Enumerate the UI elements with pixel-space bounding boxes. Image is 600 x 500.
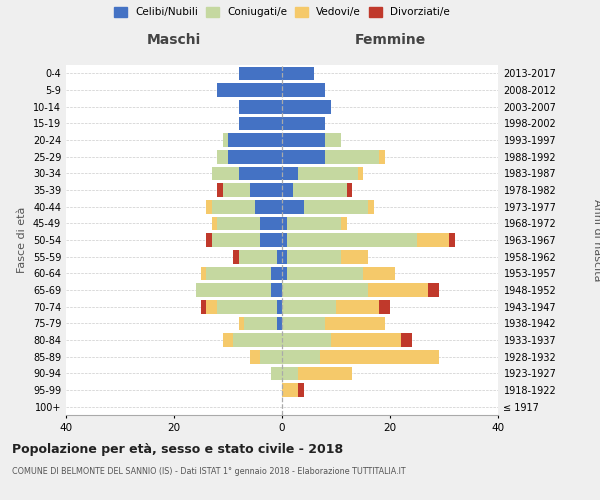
Bar xyxy=(282,283,368,297)
Bar xyxy=(325,150,379,164)
Bar xyxy=(449,233,455,247)
Bar xyxy=(417,233,449,247)
Bar xyxy=(379,150,385,164)
Bar xyxy=(228,133,282,147)
Bar xyxy=(401,333,412,347)
Bar xyxy=(282,300,336,314)
Bar xyxy=(217,300,277,314)
Bar xyxy=(287,250,341,264)
Bar xyxy=(196,283,271,297)
Bar xyxy=(287,233,417,247)
Bar xyxy=(325,133,341,147)
Bar xyxy=(250,183,282,197)
Bar xyxy=(282,183,293,197)
Bar xyxy=(217,216,260,230)
Bar xyxy=(287,266,363,280)
Bar xyxy=(223,183,250,197)
Bar xyxy=(217,150,228,164)
Bar xyxy=(282,383,298,397)
Bar xyxy=(217,83,282,97)
Bar xyxy=(212,166,239,180)
Bar xyxy=(282,66,314,80)
Bar xyxy=(282,316,325,330)
Bar xyxy=(239,66,282,80)
Bar xyxy=(282,116,325,130)
Bar xyxy=(244,316,277,330)
Text: Femmine: Femmine xyxy=(355,34,425,48)
Bar xyxy=(282,333,331,347)
Bar xyxy=(282,83,325,97)
Bar xyxy=(277,316,282,330)
Bar xyxy=(341,250,368,264)
Bar xyxy=(287,216,341,230)
Bar xyxy=(239,100,282,114)
Bar xyxy=(260,216,282,230)
Bar xyxy=(277,300,282,314)
Bar xyxy=(233,333,282,347)
Bar xyxy=(223,333,233,347)
Bar xyxy=(358,166,363,180)
Bar xyxy=(428,283,439,297)
Bar xyxy=(325,316,385,330)
Bar xyxy=(298,166,358,180)
Bar xyxy=(277,250,282,264)
Bar xyxy=(282,233,287,247)
Bar xyxy=(282,200,304,213)
Bar xyxy=(331,333,401,347)
Bar xyxy=(239,316,244,330)
Bar xyxy=(212,233,260,247)
Bar xyxy=(293,183,347,197)
Bar xyxy=(260,350,282,364)
Bar xyxy=(282,366,298,380)
Bar xyxy=(282,266,287,280)
Bar xyxy=(239,116,282,130)
Bar xyxy=(228,150,282,164)
Bar xyxy=(282,166,298,180)
Bar xyxy=(271,283,282,297)
Bar xyxy=(212,216,217,230)
Bar xyxy=(336,300,379,314)
Bar xyxy=(282,250,287,264)
Bar xyxy=(206,266,271,280)
Text: COMUNE DI BELMONTE DEL SANNIO (IS) - Dati ISTAT 1° gennaio 2018 - Elaborazione T: COMUNE DI BELMONTE DEL SANNIO (IS) - Dat… xyxy=(12,468,406,476)
Bar xyxy=(363,266,395,280)
Bar xyxy=(250,350,260,364)
Bar xyxy=(298,366,352,380)
Bar xyxy=(304,200,368,213)
Bar xyxy=(347,183,352,197)
Bar xyxy=(341,216,347,230)
Bar xyxy=(201,300,206,314)
Bar xyxy=(282,350,320,364)
Bar xyxy=(239,166,282,180)
Bar xyxy=(271,366,282,380)
Text: Maschi: Maschi xyxy=(147,34,201,48)
Y-axis label: Fasce di età: Fasce di età xyxy=(17,207,27,273)
Bar xyxy=(320,350,439,364)
Bar xyxy=(368,200,374,213)
Bar xyxy=(379,300,390,314)
Bar xyxy=(233,250,239,264)
Bar xyxy=(368,283,428,297)
Bar xyxy=(271,266,282,280)
Bar xyxy=(212,200,255,213)
Bar xyxy=(282,150,325,164)
Text: Popolazione per età, sesso e stato civile - 2018: Popolazione per età, sesso e stato civil… xyxy=(12,442,343,456)
Bar xyxy=(206,233,212,247)
Bar xyxy=(282,216,287,230)
Bar xyxy=(255,200,282,213)
Text: Anni di nascita: Anni di nascita xyxy=(592,198,600,281)
Bar xyxy=(223,133,228,147)
Bar xyxy=(298,383,304,397)
Bar xyxy=(260,233,282,247)
Bar xyxy=(206,300,217,314)
Bar xyxy=(217,183,223,197)
Bar xyxy=(239,250,277,264)
Legend: Celibi/Nubili, Coniugati/e, Vedovi/e, Divorziati/e: Celibi/Nubili, Coniugati/e, Vedovi/e, Di… xyxy=(114,7,450,18)
Bar xyxy=(282,133,325,147)
Bar xyxy=(201,266,206,280)
Bar xyxy=(282,100,331,114)
Bar xyxy=(206,200,212,213)
